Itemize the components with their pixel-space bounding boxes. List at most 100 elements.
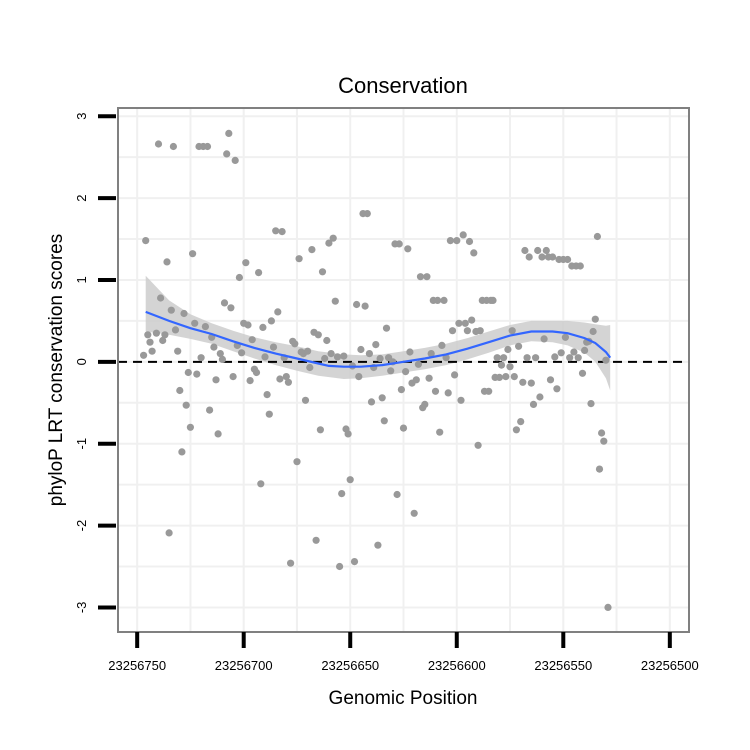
data-point [312,536,320,544]
data-point [157,294,165,302]
data-point [223,150,231,158]
data-point [318,268,327,276]
data-point [589,327,597,336]
data-point [497,361,506,369]
data-point [457,396,465,404]
x-tick-label: 23256700 [215,658,273,673]
data-point [406,348,414,356]
data-point [463,327,471,335]
data-point [186,423,194,431]
data-point [523,354,531,362]
data-point [321,354,329,363]
data-point [468,316,476,324]
data-point [534,246,542,255]
data-point [410,509,418,517]
data-point [374,541,382,549]
data-point [336,562,344,571]
data-point [578,369,587,377]
data-point [529,400,538,408]
y-tick-label: 1 [74,276,89,283]
plot-panel-border [117,107,690,633]
data-point [180,309,188,318]
data-point [393,490,401,499]
data-point [189,250,197,258]
data-point [602,356,610,364]
data-point [255,269,263,277]
data-point [231,156,239,164]
data-point [470,249,478,257]
data-point [146,338,154,346]
data-point [295,255,303,263]
data-point [242,259,250,267]
y-tick-label: -3 [74,602,89,614]
data-point [227,304,235,312]
data-point [461,319,469,327]
data-point [446,237,454,245]
data-point [338,490,346,498]
data-point [197,354,205,362]
data-point [515,342,523,350]
data-point [171,326,180,334]
data-point [144,331,152,339]
data-point [216,350,224,358]
data-point [485,387,493,395]
data-point [587,400,595,408]
data-point [399,424,408,432]
data-point [203,142,212,151]
data-point [564,255,572,264]
data-point [304,347,312,355]
data-point [402,368,410,376]
data-point [527,379,535,387]
data-point [159,336,167,345]
data-point [540,335,548,343]
data-point [376,354,384,363]
data-point [274,308,282,316]
data-point [261,353,269,361]
data-point [502,373,510,381]
data-point [176,386,184,395]
data-point [259,323,267,331]
data-point [252,368,261,377]
data-point [598,429,606,437]
data-point [451,371,459,379]
data-point [316,426,324,434]
y-tick-label: -1 [74,438,89,450]
data-point [263,391,271,399]
data-point [287,559,295,567]
data-point [331,297,339,305]
data-point [517,418,525,426]
data-point [278,228,286,236]
data-point [566,354,574,362]
data-point [314,331,322,339]
data-point [600,437,608,445]
data-point [191,319,199,327]
data-point [229,373,237,381]
data-point [291,340,299,348]
data-point [235,273,243,282]
data-point [212,376,220,384]
data-point [323,336,331,345]
data-point [525,253,533,261]
data-point [214,430,222,438]
data-point [372,341,380,349]
y-tick-label: -2 [74,520,89,532]
data-point [574,354,582,362]
data-point [493,354,501,362]
data-point [148,347,156,355]
data-point [476,327,484,335]
x-tick-label: 23256600 [428,658,486,673]
data-point [206,406,214,414]
x-tick-label: 23256750 [108,658,166,673]
data-point [510,373,518,381]
data-point [404,245,412,253]
data-point [353,300,361,309]
data-point [220,299,229,307]
data-point [421,400,429,408]
data-point [284,378,292,386]
data-point [427,350,435,358]
data-point [489,296,497,304]
data-point [165,529,173,537]
data-point [380,417,388,425]
data-point [508,327,516,335]
